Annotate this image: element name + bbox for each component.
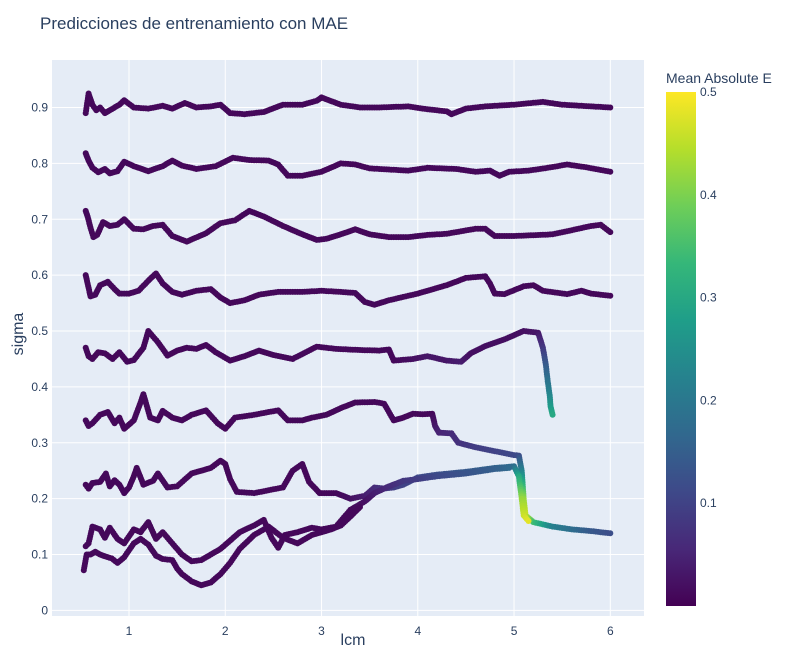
y-tick-label: 0.7 — [31, 212, 48, 226]
colorbar-tick-label: 0.5 — [700, 85, 717, 99]
x-axis-ticks: 1 2 3 4 5 6 — [126, 624, 614, 638]
y-axis-title: sigma — [10, 313, 27, 356]
x-tick-label: 5 — [511, 624, 518, 638]
x-tick-label: 2 — [222, 624, 229, 638]
data-point — [549, 411, 556, 418]
data-point — [506, 464, 513, 471]
y-tick-label: 0.8 — [31, 156, 48, 170]
y-tick-label: 0.6 — [31, 268, 48, 282]
data-point — [525, 518, 532, 524]
x-tick-label: 4 — [414, 624, 421, 638]
y-tick-label: 0 — [41, 603, 48, 617]
colorbar-tick-label: 0.3 — [700, 291, 717, 305]
colorbar-tick-label: 0.2 — [700, 393, 717, 407]
data-point — [357, 504, 363, 510]
colorbar — [666, 92, 696, 606]
colorbar-title: Mean Absolute E — [666, 70, 772, 86]
y-tick-label: 0.3 — [31, 436, 48, 450]
x-tick-label: 3 — [318, 624, 325, 638]
y-tick-label: 0.2 — [31, 492, 48, 506]
x-tick-label: 1 — [126, 624, 133, 638]
y-tick-label: 0.9 — [31, 100, 48, 114]
x-tick-label: 6 — [607, 624, 614, 638]
y-axis-ticks: 0 0.1 0.2 0.3 0.4 0.5 0.6 0.7 0.8 0.9 — [31, 100, 48, 617]
scatter-points — [80, 90, 614, 589]
colorbar-tick-label: 0.4 — [700, 188, 717, 202]
chart-title: Predicciones de entrenamiento con MAE — [40, 14, 348, 33]
x-axis-title: lcm — [341, 632, 366, 649]
colorbar-ticks: 0.1 0.2 0.3 0.4 0.5 — [700, 85, 717, 510]
y-tick-label: 0.4 — [31, 380, 48, 394]
data-point — [607, 229, 614, 236]
data-point — [607, 104, 614, 111]
colorbar-tick-label: 0.1 — [700, 496, 717, 510]
y-tick-label: 0.5 — [31, 324, 48, 338]
data-point — [607, 292, 614, 299]
y-tick-label: 0.1 — [31, 548, 48, 562]
data-point — [607, 530, 614, 537]
data-point — [607, 168, 614, 175]
